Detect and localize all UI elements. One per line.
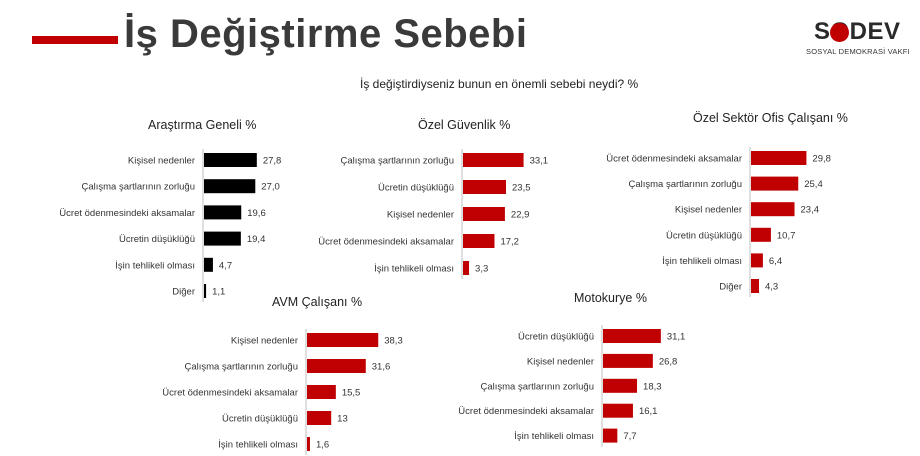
category-label: Ücretin düşüklüğü bbox=[666, 230, 742, 241]
category-label: İşin tehlikeli olması bbox=[218, 440, 298, 451]
category-label: Ücret ödenmesindeki aksamalar bbox=[318, 237, 454, 248]
value-label: 19,6 bbox=[247, 208, 265, 219]
bar-general bbox=[204, 205, 242, 220]
category-label: Diğer bbox=[172, 287, 195, 298]
value-label: 13 bbox=[337, 414, 348, 425]
category-label: Ücret ödenmesindeki aksamalar bbox=[458, 406, 594, 417]
value-label: 23,5 bbox=[512, 183, 531, 194]
value-label: 7,7 bbox=[623, 431, 636, 442]
category-label: Ücretin düşüklüğü bbox=[378, 183, 454, 194]
bar-general bbox=[204, 257, 213, 272]
value-label: 22,9 bbox=[511, 210, 529, 221]
bar-general bbox=[204, 284, 207, 298]
category-label: Ücretin düşüklüğü bbox=[518, 332, 594, 343]
sodev-logo: SODEV SOSYAL DEMOKRASİ VAKFI bbox=[806, 18, 916, 62]
value-label: 26,8 bbox=[659, 356, 678, 367]
value-label: 31,1 bbox=[667, 332, 686, 343]
category-label: Çalışma şartlarının zorluğu bbox=[480, 381, 594, 392]
category-label: Ücret ödenmesindeki aksamalar bbox=[606, 154, 742, 165]
category-label: Kişisel nedenler bbox=[527, 356, 594, 367]
category-label: İşin tehlikeli olması bbox=[374, 264, 454, 275]
bar-mall bbox=[307, 411, 332, 425]
value-label: 33,1 bbox=[530, 156, 549, 167]
value-label: 1,1 bbox=[212, 287, 225, 298]
category-label: Kişisel nedenler bbox=[128, 156, 195, 167]
bar-courier bbox=[603, 428, 618, 443]
category-label: Kişisel nedenler bbox=[387, 210, 454, 221]
category-label: Çalışma şartlarının zorluğu bbox=[340, 156, 454, 167]
bar-courier bbox=[603, 403, 633, 418]
value-label: 16,1 bbox=[639, 406, 658, 417]
category-label: Kişisel nedenler bbox=[231, 336, 298, 347]
value-label: 4,7 bbox=[219, 260, 232, 271]
category-label: İşin tehlikeli olması bbox=[662, 256, 742, 267]
title-accent-bar bbox=[32, 36, 118, 44]
bar-general bbox=[204, 153, 257, 167]
bar-security bbox=[463, 261, 470, 275]
value-label: 25,4 bbox=[804, 179, 823, 190]
value-label: 17,2 bbox=[500, 237, 519, 248]
value-label: 1,6 bbox=[316, 440, 329, 451]
chart-title-office: Özel Sektör Ofis Çalışanı % bbox=[693, 111, 848, 125]
category-label: Ücret ödenmesindeki aksamalar bbox=[162, 388, 298, 399]
logo-wordmark: SODEV bbox=[814, 18, 901, 45]
chart-title-general: Araştırma Geneli % bbox=[148, 118, 257, 132]
bar-office bbox=[751, 151, 807, 165]
category-label: İşin tehlikeli olması bbox=[514, 431, 594, 442]
category-label: Kişisel nedenler bbox=[675, 205, 742, 216]
logo-emblem-icon bbox=[830, 23, 849, 42]
chart-title-security: Özel Güvenlik % bbox=[418, 118, 511, 132]
category-label: Ücretin düşüklüğü bbox=[119, 234, 195, 245]
value-label: 29,8 bbox=[812, 154, 831, 165]
category-label: Çalışma şartlarının zorluğu bbox=[184, 362, 298, 373]
bar-security bbox=[463, 180, 507, 194]
value-label: 31,6 bbox=[372, 362, 391, 373]
category-label: İşin tehlikeli olması bbox=[115, 260, 195, 271]
value-label: 3,3 bbox=[475, 264, 488, 275]
bar-security bbox=[463, 153, 524, 167]
bar-security bbox=[463, 234, 495, 248]
bar-office bbox=[751, 279, 759, 293]
bar-office bbox=[751, 202, 795, 217]
bar-general bbox=[204, 231, 241, 246]
chart-title-courier: Motokurye % bbox=[574, 291, 647, 305]
value-label: 10,7 bbox=[777, 230, 796, 241]
bar-mall bbox=[307, 333, 379, 347]
value-label: 15,5 bbox=[342, 388, 361, 399]
value-label: 23,4 bbox=[801, 205, 820, 216]
category-label: Ücretin düşüklüğü bbox=[222, 414, 298, 425]
page-title: İş Değiştirme Sebebi bbox=[124, 12, 528, 56]
bar-mall bbox=[307, 437, 310, 451]
value-label: 38,3 bbox=[384, 336, 403, 347]
survey-question: İş değiştirdiyseniz bunun en önemli sebe… bbox=[360, 77, 639, 91]
value-label: 6,4 bbox=[769, 256, 782, 267]
value-label: 27,0 bbox=[261, 182, 280, 193]
bar-general bbox=[204, 179, 256, 194]
value-label: 27,8 bbox=[263, 156, 282, 167]
logo-subtitle: SOSYAL DEMOKRASİ VAKFI bbox=[806, 47, 910, 56]
bar-courier bbox=[603, 378, 638, 393]
value-label: 19,4 bbox=[247, 234, 265, 245]
value-label: 4,3 bbox=[765, 282, 778, 293]
bar-courier bbox=[603, 329, 661, 343]
bar-security bbox=[463, 207, 505, 221]
bar-office bbox=[751, 253, 763, 268]
category-label: Ücret ödenmesindeki aksamalar bbox=[59, 208, 195, 219]
category-label: Çalışma şartlarının zorluğu bbox=[628, 179, 742, 190]
category-label: Çalışma şartlarının zorluğu bbox=[81, 182, 195, 193]
chart-title-mall: AVM Çalışanı % bbox=[272, 295, 363, 309]
bar-office bbox=[751, 176, 799, 191]
bar-mall bbox=[307, 385, 336, 399]
bar-mall bbox=[307, 359, 366, 373]
value-label: 18,3 bbox=[643, 381, 662, 392]
bar-courier bbox=[603, 353, 653, 368]
bar-office bbox=[751, 227, 771, 242]
category-label: Diğer bbox=[719, 282, 742, 293]
